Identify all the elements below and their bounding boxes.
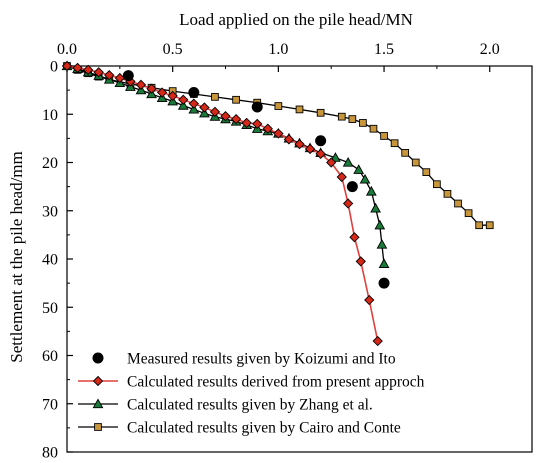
series-circle-point	[188, 87, 200, 99]
series-triangle-point	[376, 238, 388, 249]
series-triangle-point	[370, 202, 381, 213]
series-square-point	[337, 112, 346, 121]
series-square-point	[380, 132, 388, 140]
series-diamond-point	[188, 98, 199, 109]
legend-label: Measured results given by Koizumi and It…	[127, 351, 396, 368]
series-diamond-point	[273, 128, 284, 139]
series-triangle-line	[66, 65, 385, 264]
series-diamond-point	[294, 139, 305, 150]
series-diamond-point	[93, 67, 104, 78]
series-square-point	[390, 139, 399, 148]
y-tick-label: 70	[42, 396, 58, 413]
series-circle-point	[251, 101, 263, 113]
series-square-point	[316, 108, 325, 117]
y-tick-label: 50	[42, 300, 58, 317]
series-square-point	[401, 148, 410, 157]
series-square-point	[464, 209, 473, 218]
series-diamond-point	[315, 148, 326, 159]
series-triangle-point	[177, 100, 189, 110]
series-diamond-point	[220, 111, 231, 122]
series-triangle-point	[188, 103, 200, 114]
plot-area: 0.0 0.5 1.0 1.5 2.0 0 10 20 30 40 50 60 70 80	[42, 41, 533, 462]
series-square-point	[295, 105, 304, 114]
series-square-point	[443, 190, 452, 198]
series-diamond-point	[241, 117, 252, 129]
series-diamond-point	[336, 171, 347, 183]
series-triangle-point	[353, 164, 365, 174]
legend-label: Calculated results derived from present …	[127, 374, 425, 391]
series-square-point	[475, 221, 484, 230]
series-diamond-point	[104, 70, 115, 81]
series-triangle-point	[378, 258, 390, 268]
series-diamond-point	[252, 118, 263, 130]
series-triangle-point	[365, 185, 377, 196]
series-diamond-point	[230, 113, 242, 125]
y-tick-label: 10	[42, 107, 58, 124]
series-diamond-point	[262, 123, 273, 134]
y-tick-label: 40	[42, 252, 58, 269]
series-diamond-line	[66, 65, 379, 342]
x-tick-label: 2.0	[480, 41, 500, 58]
series-diamond-point	[326, 157, 337, 168]
series-diamond-point	[156, 87, 168, 98]
series-diamond-point	[209, 106, 221, 117]
x-tick-label: 1.0	[268, 41, 288, 58]
series-diamond-point	[199, 102, 210, 113]
legend-marker	[92, 375, 104, 387]
y-tick-label: 0	[50, 59, 58, 76]
series-triangle-point	[374, 219, 386, 230]
y-tick-label: 80	[42, 445, 58, 462]
x-tick-label: 0.0	[57, 41, 77, 58]
x-tick-label: 0.5	[163, 41, 183, 58]
series-triangle-point	[342, 156, 354, 167]
series-circle-point	[315, 135, 327, 147]
y-axis-label: Settlement at the pile head/mm	[7, 151, 26, 363]
series-diamond-point	[355, 256, 366, 267]
series-circle-point	[122, 70, 134, 82]
series-square-point	[369, 124, 378, 133]
series-diamond-point	[146, 83, 157, 94]
series-circle-point	[346, 181, 358, 193]
series-square-point	[348, 115, 357, 123]
series-square-point	[433, 180, 441, 189]
series-diamond-point	[114, 72, 125, 84]
series-square-point	[274, 102, 283, 110]
series-diamond-point	[178, 94, 189, 105]
y-tick-label: 20	[42, 155, 58, 172]
series-triangle-point	[330, 152, 341, 162]
series-diamond-point	[61, 60, 73, 72]
series-diamond-point	[167, 90, 178, 102]
series-diamond-point	[72, 62, 83, 74]
series-square-point	[211, 93, 219, 101]
series-square-point	[411, 158, 420, 167]
series-square-point	[359, 119, 367, 127]
x-axis-label: Load applied on the pile head/MN	[179, 10, 413, 29]
series-triangle-point	[199, 107, 210, 118]
series-diamond-point	[304, 143, 316, 155]
series-diamond-point	[342, 198, 354, 209]
legend-label: Calculated results given by Zhang et al.	[127, 397, 373, 414]
legend-marker	[92, 398, 104, 409]
legend-marker	[94, 423, 102, 431]
series-square-point	[232, 95, 240, 104]
legend-label: Calculated results given by Cairo and Co…	[127, 420, 401, 437]
series-circle-point	[378, 277, 390, 289]
y-tick-label: 30	[42, 203, 58, 220]
y-tick-label: 60	[42, 348, 58, 365]
series-square-point	[485, 221, 494, 230]
plot-frame	[66, 65, 533, 453]
series-diamond-point	[283, 134, 295, 145]
series-square-point	[422, 168, 431, 177]
series-diamond-point	[364, 294, 375, 306]
series-diamond-point	[135, 79, 147, 90]
legend: Measured results given by Koizumi and It…	[78, 351, 425, 437]
series-diamond-point	[349, 232, 360, 243]
series-diamond-point	[82, 64, 94, 75]
legend-marker	[92, 352, 104, 364]
series-diamond-point	[372, 335, 383, 347]
series-square-point	[454, 199, 462, 208]
x-tick-label: 1.5	[374, 41, 394, 58]
series-triangle-point	[359, 173, 371, 184]
